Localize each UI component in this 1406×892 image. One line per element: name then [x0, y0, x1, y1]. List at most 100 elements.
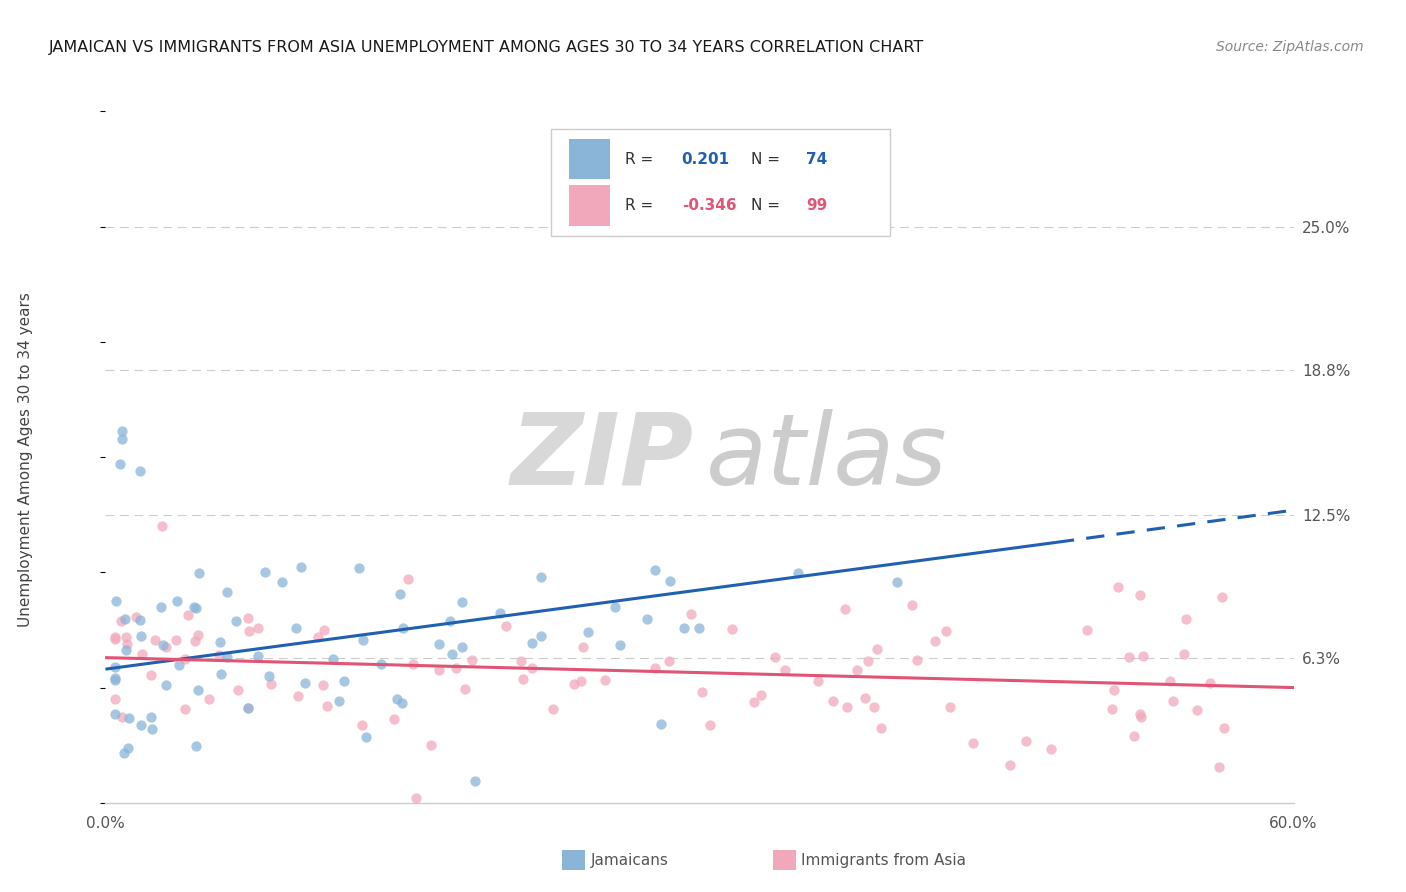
Point [1213, 722, 1236, 736]
Point [846, 663, 869, 677]
Point [332, 673, 354, 688]
Point [315, 698, 337, 713]
Point [125, 610, 148, 624]
Point [1129, 706, 1152, 721]
Point [749, 688, 772, 702]
Point [354, 730, 377, 744]
Point [886, 574, 908, 589]
Point [167, 658, 190, 673]
Point [188, 566, 211, 580]
Point [314, 623, 336, 637]
Point [312, 678, 335, 692]
Point [806, 674, 828, 689]
Point [439, 614, 461, 628]
Point [294, 676, 316, 690]
Point [347, 561, 370, 575]
Point [541, 702, 564, 716]
Point [112, 746, 135, 760]
Point [450, 595, 472, 609]
Point [150, 519, 173, 533]
Point [352, 633, 374, 648]
Point [382, 712, 405, 726]
Point [461, 653, 484, 667]
Text: 99: 99 [807, 198, 828, 213]
Point [238, 701, 260, 715]
Point [572, 640, 595, 654]
Point [186, 739, 208, 753]
Point [111, 433, 134, 447]
Point [1173, 647, 1195, 661]
Point [427, 638, 450, 652]
Text: R =: R = [624, 198, 658, 213]
Text: JAMAICAN VS IMMIGRANTS FROM ASIA UNEMPLOYMENT AMONG AGES 30 TO 34 YEARS CORRELAT: JAMAICAN VS IMMIGRANTS FROM ASIA UNEMPLO… [49, 40, 925, 55]
Point [1123, 729, 1146, 743]
Text: 0.201: 0.201 [682, 152, 730, 167]
Point [385, 691, 408, 706]
Point [114, 630, 136, 644]
Point [603, 599, 626, 614]
Point [1040, 742, 1063, 756]
Point [187, 682, 209, 697]
Point [530, 629, 553, 643]
Point [644, 661, 666, 675]
Point [104, 632, 127, 646]
FancyBboxPatch shape [551, 128, 890, 236]
Point [742, 695, 765, 709]
Point [863, 700, 886, 714]
Bar [569, 186, 610, 226]
Bar [569, 139, 610, 179]
Point [143, 633, 166, 648]
Point [522, 636, 544, 650]
Point [271, 574, 294, 589]
Point [1076, 624, 1098, 638]
Text: Source: ZipAtlas.com: Source: ZipAtlas.com [1216, 40, 1364, 54]
Text: Jamaicans: Jamaicans [591, 854, 668, 868]
Point [174, 702, 197, 716]
Point [441, 648, 464, 662]
Point [1187, 703, 1209, 717]
Point [998, 758, 1021, 772]
Point [644, 563, 666, 577]
Point [402, 657, 425, 672]
Point [166, 594, 188, 608]
Point [290, 559, 312, 574]
Point [821, 694, 844, 708]
Point [962, 736, 984, 750]
Point [636, 612, 658, 626]
Point [225, 614, 247, 628]
Point [593, 673, 616, 688]
Point [1211, 591, 1233, 605]
Point [307, 631, 329, 645]
Point [155, 678, 177, 692]
Point [658, 574, 681, 588]
Point [208, 648, 231, 663]
Point [396, 572, 419, 586]
Point [787, 566, 810, 580]
Point [464, 774, 486, 789]
Point [114, 612, 136, 626]
Point [238, 611, 260, 625]
Point [328, 693, 350, 707]
Text: Immigrants from Asia: Immigrants from Asia [801, 854, 966, 868]
Point [763, 650, 786, 665]
Point [451, 640, 474, 654]
Point [924, 634, 946, 648]
Point [1118, 650, 1140, 665]
Point [253, 566, 276, 580]
Point [562, 677, 585, 691]
Point [139, 710, 162, 724]
Point [446, 661, 468, 675]
Point [388, 587, 411, 601]
Point [246, 648, 269, 663]
Point [834, 602, 856, 616]
Point [110, 614, 132, 628]
Point [165, 633, 187, 648]
Point [370, 657, 392, 671]
Point [104, 660, 127, 674]
Point [110, 457, 132, 471]
Text: Unemployment Among Ages 30 to 34 years: Unemployment Among Ages 30 to 34 years [18, 292, 32, 627]
Point [495, 619, 517, 633]
Text: N =: N = [751, 198, 785, 213]
Point [673, 621, 696, 635]
Point [901, 599, 924, 613]
